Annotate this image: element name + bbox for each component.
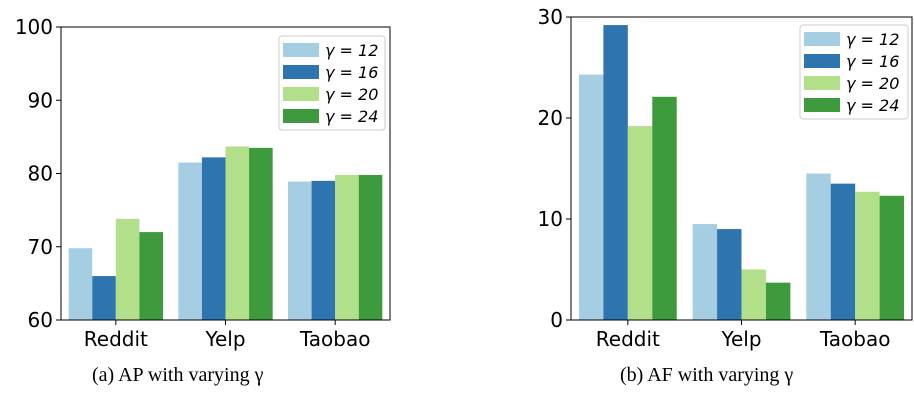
legend-swatch	[804, 54, 840, 68]
legend-label: γ = 24	[846, 96, 899, 115]
bar-yelp-series-3	[225, 146, 250, 320]
legend-label: γ = 20	[325, 85, 378, 104]
legend-label: γ = 12	[325, 41, 378, 60]
bar-yelp-series-2	[201, 157, 226, 320]
caption-a: (a) AP with varying γ	[92, 364, 264, 386]
legend	[278, 35, 386, 131]
x-tick-label: Yelp	[720, 327, 761, 351]
bar-reddit-series-3	[627, 126, 653, 320]
y-tick-label: 10	[538, 207, 563, 231]
y-tick-label: 20	[538, 106, 563, 130]
legend-swatch	[804, 98, 840, 112]
bar-yelp-series-1	[692, 224, 718, 320]
bar-taobao-series-4	[358, 174, 383, 320]
chart-af: 0 10 20 30 Reddit Yelp Taobao γ = 12 γ = 16 γ = 2…	[538, 5, 913, 351]
bar-reddit-series-2	[92, 276, 116, 320]
chart-ap: 60 70 80 90 100 Reddit Yelp Taobao γ = 12 γ = 16 γ…	[15, 15, 391, 351]
bar-taobao-series-4	[879, 195, 905, 320]
bar-yelp-series-2	[717, 229, 742, 320]
bar-reddit-series-4	[652, 96, 677, 320]
bar-taobao-series-3	[335, 174, 359, 320]
y-tick-label: 60	[28, 308, 53, 332]
y-tick-label: 0	[550, 308, 563, 332]
legend-swatch	[283, 87, 319, 101]
y-tick-label: 70	[28, 235, 53, 259]
bar-reddit-series-2	[603, 25, 628, 321]
caption-b: (b) AF with varying γ	[620, 364, 793, 386]
bar-reddit-series-3	[115, 218, 140, 320]
bar-taobao-series-2	[830, 183, 856, 320]
x-tick-label: Reddit	[596, 327, 660, 351]
y-tick-label: 100	[15, 15, 53, 39]
legend-swatch	[283, 109, 319, 123]
bar-taobao-series-1	[288, 181, 312, 320]
legend-label: γ = 20	[846, 74, 899, 93]
legend-swatch	[804, 76, 840, 90]
legend-swatch	[804, 32, 840, 46]
legend-label: γ = 24	[325, 107, 378, 126]
x-tick-label: Reddit	[84, 327, 148, 351]
bar-reddit-series-1	[578, 74, 604, 320]
legend	[799, 24, 909, 120]
legend-label: γ = 16	[846, 52, 899, 71]
bar-reddit-series-4	[139, 232, 163, 320]
bar-reddit-series-1	[68, 248, 93, 320]
x-tick-label: Yelp	[204, 327, 245, 351]
legend-swatch	[283, 65, 319, 79]
x-tick-label: Taobao	[299, 327, 371, 351]
legend-label: γ = 16	[325, 63, 378, 82]
bar-yelp-series-4	[249, 147, 273, 320]
bar-taobao-series-3	[855, 191, 880, 320]
bar-yelp-series-1	[178, 162, 202, 320]
y-tick-label: 30	[538, 5, 563, 29]
y-tick-label: 80	[28, 162, 53, 186]
bar-yelp-series-4	[765, 282, 791, 320]
bar-taobao-series-1	[806, 173, 831, 320]
x-tick-label: Taobao	[819, 327, 891, 351]
legend-label: γ = 12	[846, 30, 899, 49]
bar-yelp-series-3	[741, 269, 766, 320]
y-tick-label: 90	[28, 88, 53, 112]
legend-swatch	[283, 43, 319, 57]
bar-taobao-series-2	[311, 180, 336, 320]
